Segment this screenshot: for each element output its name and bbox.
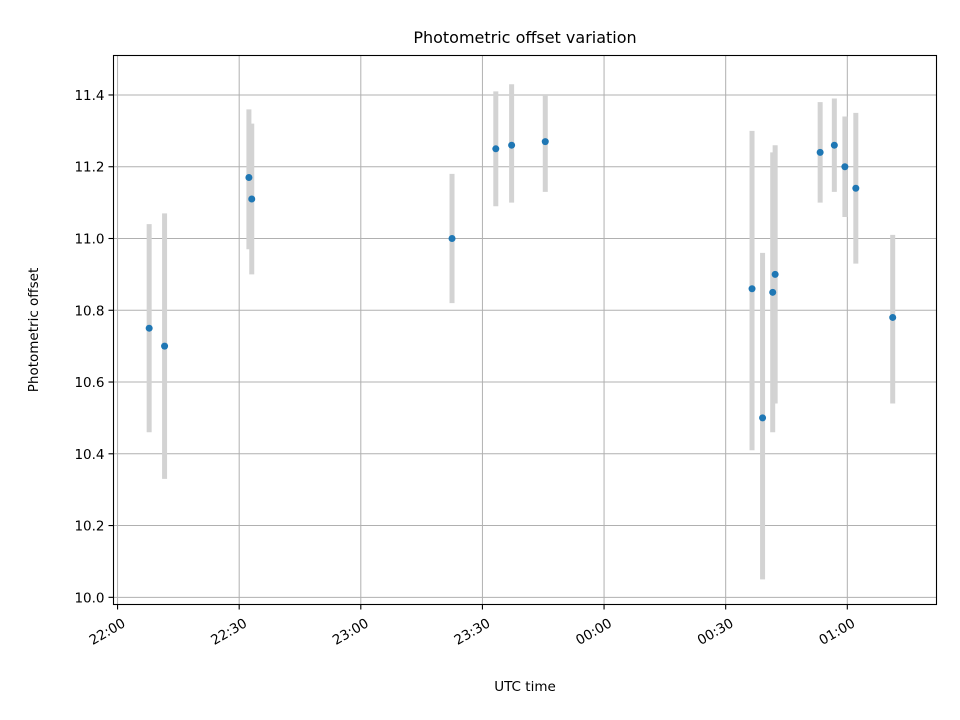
data-point	[830, 141, 838, 149]
data-point	[541, 138, 549, 146]
y-tick-label: 11.0	[74, 232, 104, 248]
data-point	[771, 270, 779, 278]
data-point	[889, 313, 897, 321]
x-tick-label: 22:30	[208, 615, 250, 648]
x-tick-label: 23:00	[330, 615, 372, 648]
data-point	[816, 148, 824, 156]
grid-lines	[113, 55, 937, 605]
y-tick-label: 11.2	[74, 160, 104, 176]
data-point	[245, 174, 253, 181]
data-point	[161, 342, 169, 350]
x-tick-label: 01:00	[816, 615, 858, 648]
y-tick-label: 10.0	[74, 590, 104, 606]
data-point	[841, 163, 849, 171]
x-tick-label: 00:00	[573, 615, 615, 648]
error-bars	[146, 84, 896, 580]
x-tick-label: 23:30	[452, 615, 494, 648]
data-point	[748, 285, 756, 293]
data-point	[248, 195, 256, 203]
y-tick-label: 10.8	[74, 303, 104, 319]
y-tick-label: 10.4	[74, 447, 104, 463]
y-tick-label: 11.4	[74, 88, 104, 104]
data-point	[492, 145, 500, 153]
x-tick-label: 22:00	[87, 615, 129, 648]
chart-title: Photometric offset variation	[413, 28, 636, 47]
plot-frame	[112, 54, 938, 606]
data-point	[145, 324, 153, 332]
data-point	[759, 414, 767, 422]
y-axis-ticks: 10.0 10.2 10.4 10.6 10.8 11.0 11.2 11.4	[74, 88, 114, 606]
y-tick-label: 10.6	[74, 375, 104, 391]
x-axis-ticks: 22:00 22:30 23:00 23:30 00:00 00:30 01:00	[87, 604, 858, 649]
y-tick-label: 10.2	[74, 519, 104, 535]
y-axis-label: Photometric offset	[26, 268, 42, 392]
data-point	[508, 141, 516, 149]
x-tick-label: 00:30	[695, 615, 737, 648]
data-point	[769, 288, 777, 296]
data-point	[448, 235, 456, 242]
x-axis-label: UTC time	[494, 679, 556, 695]
data-point	[852, 184, 860, 192]
data-points	[145, 138, 897, 422]
